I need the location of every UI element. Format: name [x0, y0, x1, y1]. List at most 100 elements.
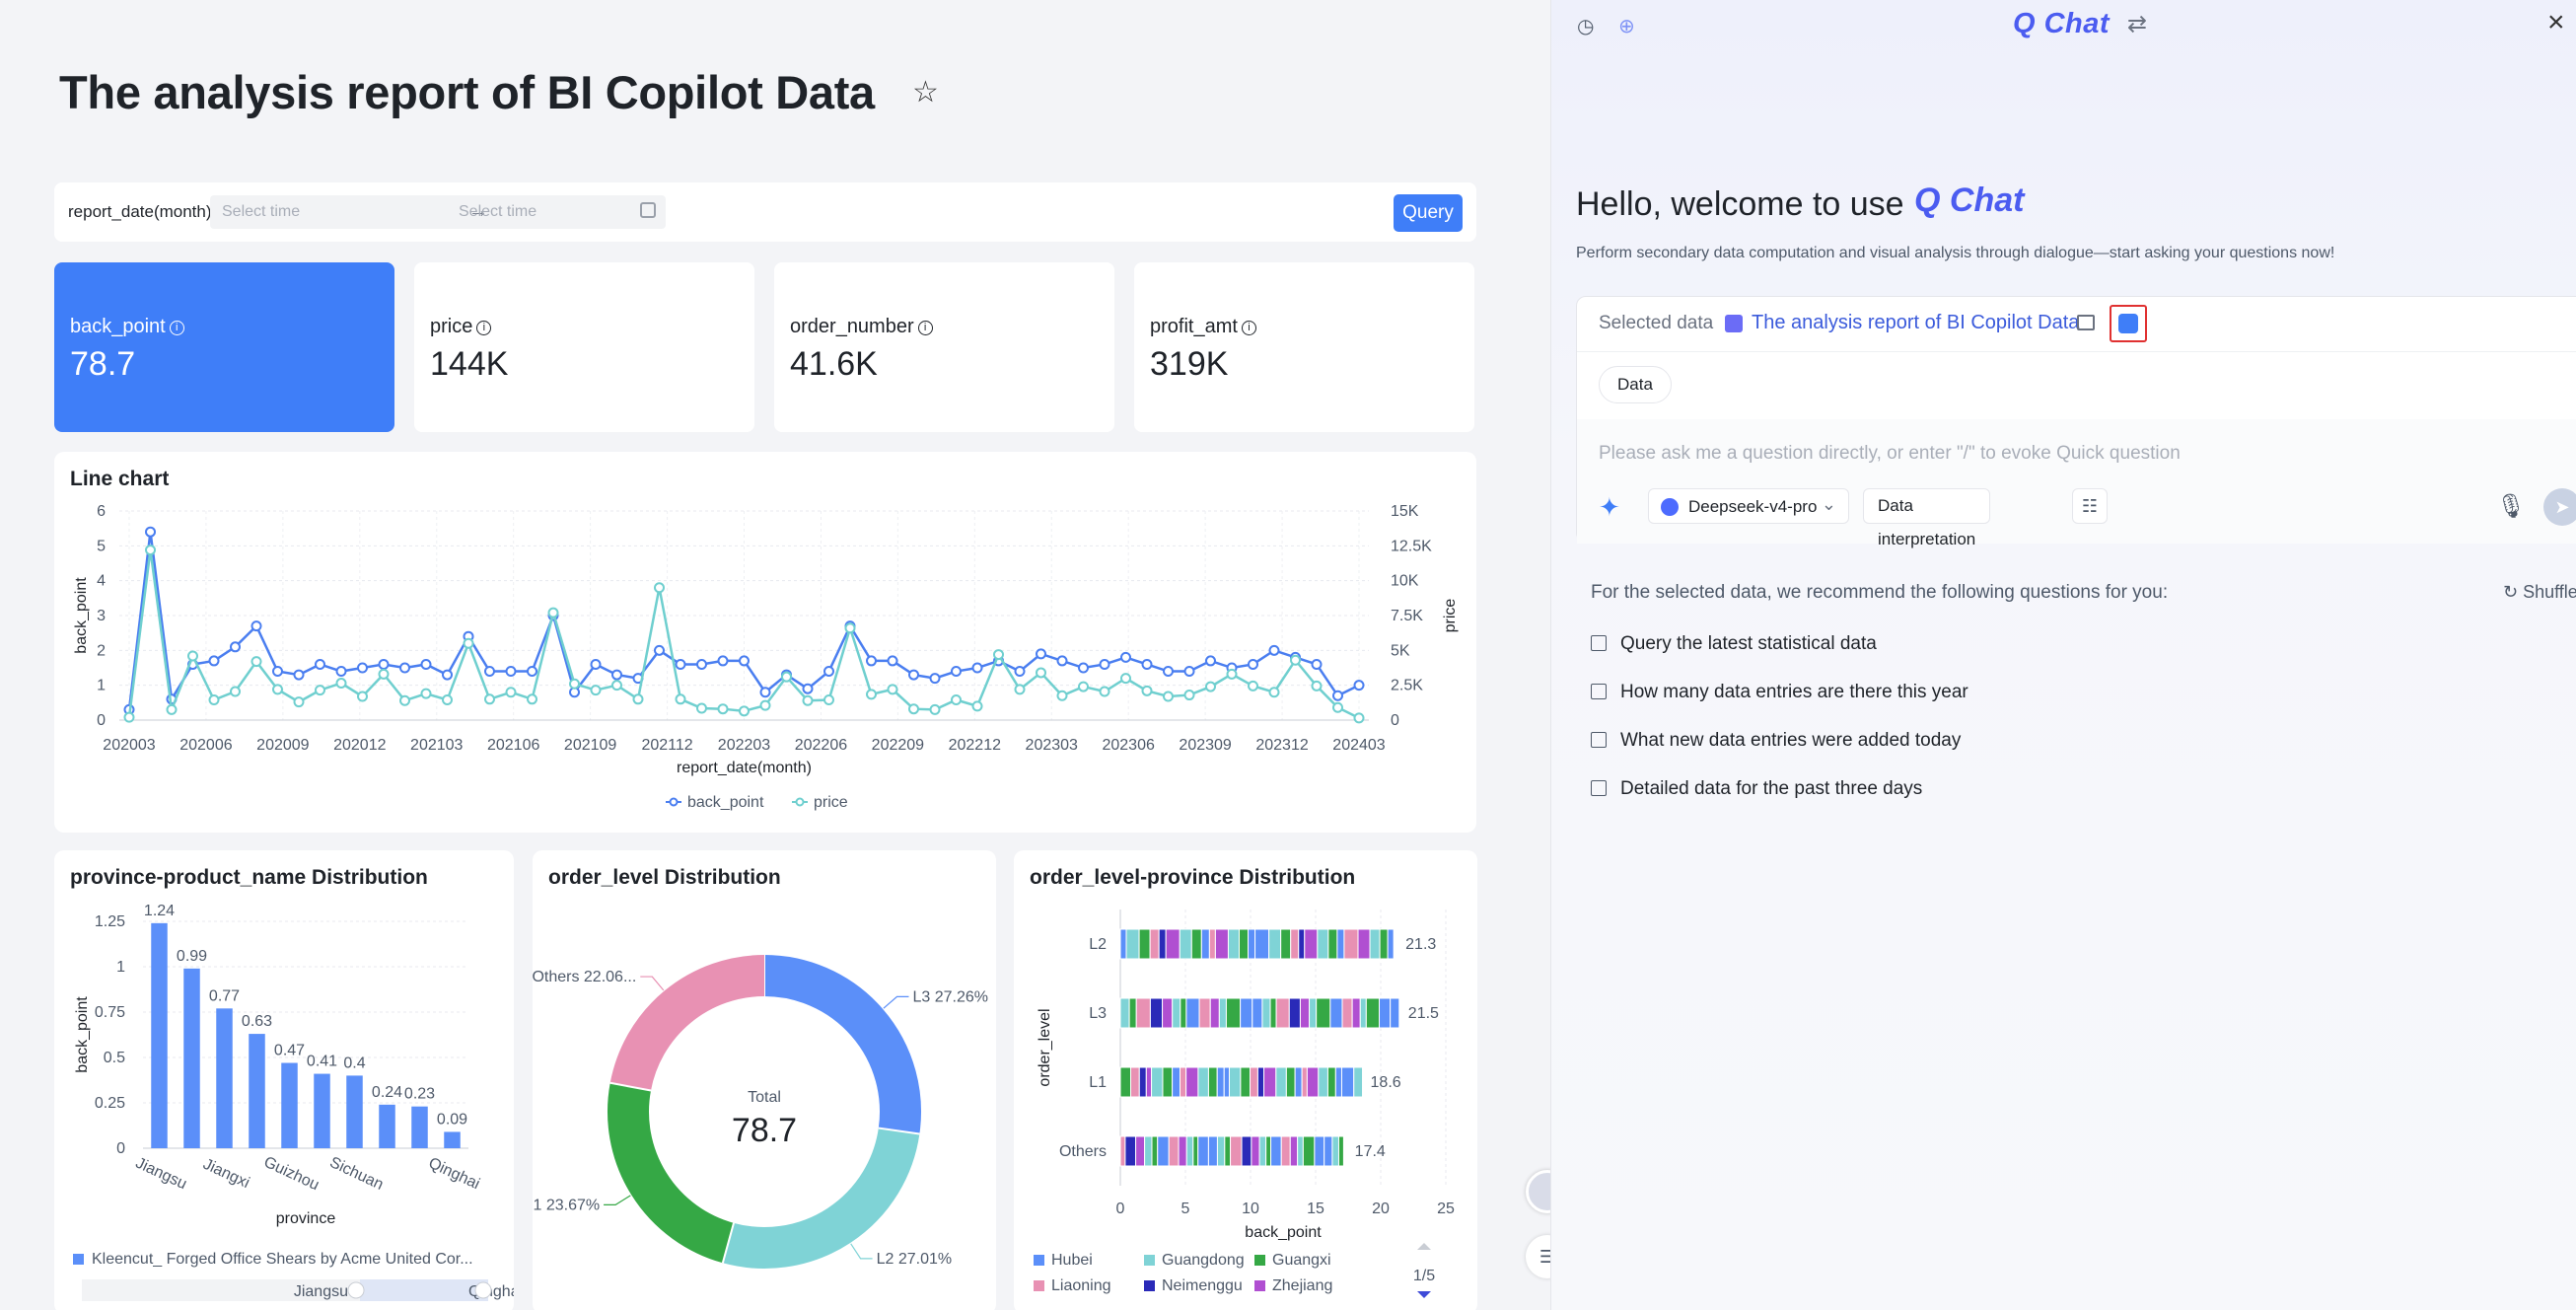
kpi-label: profit_amt	[1150, 316, 1238, 337]
info-icon[interactable]: i	[917, 321, 933, 335]
kpi-card-price[interactable]: price i 144K	[414, 262, 754, 432]
x-tick-label: 202003	[103, 737, 155, 754]
magic-wand-icon[interactable]: ✦	[1599, 492, 1620, 522]
bar-segment	[1241, 1135, 1252, 1167]
kpi-card-back-point[interactable]: back_point i 78.7	[54, 262, 394, 432]
bar-segment	[1224, 1135, 1232, 1167]
date-end-input[interactable]: Select time	[459, 203, 537, 220]
bar-segment	[1268, 928, 1282, 960]
refresh-icon: ↻	[2503, 582, 2524, 602]
suggested-question[interactable]: How many data entries are there this yea…	[1591, 682, 1968, 703]
welcome-logo: Q Chat	[1914, 182, 2025, 219]
data-point-back_point	[1183, 666, 1195, 678]
data-settings-icon[interactable]	[2110, 305, 2147, 342]
suggested-question[interactable]: Detailed data for the past three days	[1591, 778, 1922, 800]
data-point-back_point	[1078, 662, 1089, 674]
model-select[interactable]: Deepseek-v4-pro ⌄	[1648, 488, 1849, 524]
kpi-card-profit-amt[interactable]: profit_amt i 319K	[1134, 262, 1474, 432]
new-chat-icon[interactable]: ⊕	[1618, 16, 1635, 37]
shuffle-button[interactable]: ↻ Shuffle	[2503, 582, 2576, 603]
stacked-bar-chart: 0 5 10 15 20 25 L2 21.3 L3 21.5 L1 18.6 Others 17.4 ba…	[1034, 910, 1455, 1298]
x-tick-label: Jiangsu	[133, 1155, 189, 1194]
selected-report-link[interactable]: The analysis report of BI Copilot Data	[1752, 312, 2080, 333]
x-tick-label: 202206	[795, 737, 847, 754]
bar-segment	[1379, 997, 1392, 1029]
y-tick-label: L3	[1089, 1005, 1107, 1022]
swap-icon[interactable]: ⇄	[2127, 11, 2148, 37]
data-point-price	[484, 693, 495, 705]
microphone-icon[interactable]: 🎙	[2496, 493, 2527, 520]
data-point-price	[844, 622, 856, 634]
data-point-price	[463, 637, 474, 649]
bar	[216, 1008, 233, 1148]
chat-input-card: Selected data The analysis report of BI …	[1576, 296, 2576, 548]
welcome-subtitle: Perform secondary data computation and v…	[1576, 245, 2335, 261]
table-icon[interactable]	[2077, 315, 2095, 330]
date-start-input[interactable]: Select time	[222, 203, 301, 220]
calendar-icon[interactable]	[640, 202, 656, 218]
x-tick-label: Jiangxi	[200, 1156, 251, 1192]
x-tick-label: 202103	[410, 737, 463, 754]
data-point-back_point	[1268, 644, 1280, 656]
data-point-back_point	[971, 662, 983, 674]
suggested-question[interactable]: Query the latest statistical data	[1591, 633, 1877, 655]
close-icon[interactable]: ×	[2547, 6, 2565, 38]
query-button[interactable]: Query	[1394, 194, 1463, 232]
data-point-price	[971, 700, 983, 712]
y2-tick-label: 5K	[1391, 642, 1410, 659]
card-title: Line chart	[70, 468, 170, 490]
data-point-price	[399, 694, 410, 706]
bar-segment	[1238, 928, 1250, 960]
bar-segment	[1190, 928, 1202, 960]
y-tick-label: L1	[1089, 1074, 1107, 1091]
info-icon[interactable]: i	[1241, 321, 1256, 335]
legend-label: Zhejiang	[1272, 1277, 1332, 1294]
bar-segment	[1151, 1135, 1159, 1167]
x-tick-label: 202109	[564, 737, 616, 754]
bar-segment	[1185, 1135, 1194, 1167]
date-range-picker[interactable]: Select time → Select time	[210, 195, 666, 229]
data-point-price	[654, 582, 665, 594]
donut-chart: L3 27.26% L2 27.01% L1 23.67% Others 22.06.…	[533, 955, 988, 1269]
bar-segment	[1280, 1135, 1291, 1167]
arrow-right-icon: →	[468, 200, 488, 222]
y-axis-title: order_level	[1037, 1008, 1053, 1086]
x-tick-label: Guizhou	[261, 1154, 322, 1195]
data-point-price	[1290, 654, 1301, 666]
y-tick-label: 0	[97, 712, 106, 729]
bar	[281, 1062, 298, 1148]
chat-input-area[interactable]: Please ask me a question directly, or en…	[1577, 419, 2576, 548]
info-icon[interactable]: i	[476, 321, 492, 335]
bar-segment	[1304, 928, 1319, 960]
info-icon[interactable]: i	[169, 321, 184, 335]
send-icon[interactable]: ➤	[2543, 488, 2576, 526]
suggested-question[interactable]: What new data entries were added today	[1591, 730, 1961, 752]
data-interpretation-button[interactable]: Data interpretation	[1863, 488, 1991, 548]
x-tick-label: 202303	[1026, 737, 1078, 754]
data-point-price	[802, 694, 814, 706]
total-label: 18.6	[1371, 1074, 1401, 1091]
bar-segment	[1197, 1066, 1209, 1098]
bar-segment	[1252, 997, 1263, 1029]
data-chip[interactable]: Data	[1599, 366, 1672, 403]
bar-segment	[1256, 1066, 1265, 1098]
star-icon[interactable]: ☆	[912, 76, 939, 109]
range-slider-selection	[360, 1279, 488, 1301]
data-point-back_point	[315, 658, 325, 670]
bar-segment	[1289, 1135, 1299, 1167]
history-icon[interactable]: ◷	[1577, 16, 1595, 37]
x-axis-title: back_point	[1245, 1224, 1322, 1241]
bar-segment	[1119, 997, 1130, 1029]
y-axis-title: back_point	[73, 577, 90, 654]
donut-slice-L1	[608, 1082, 735, 1264]
list-icon[interactable]: ☷	[2072, 488, 2108, 524]
data-point-price	[590, 685, 602, 696]
bar-segment	[1207, 1066, 1218, 1098]
bar-segment	[1198, 997, 1211, 1029]
data-label: 1.24	[144, 903, 175, 919]
kpi-card-order-number[interactable]: order_number i 41.6K	[774, 262, 1114, 432]
chat-input[interactable]: Please ask me a question directly, or en…	[1599, 443, 2181, 464]
selected-data-row: Selected data The analysis report of BI …	[1577, 297, 2576, 352]
x-tick-label: 202312	[1255, 737, 1308, 754]
data-point-price	[1078, 681, 1089, 692]
